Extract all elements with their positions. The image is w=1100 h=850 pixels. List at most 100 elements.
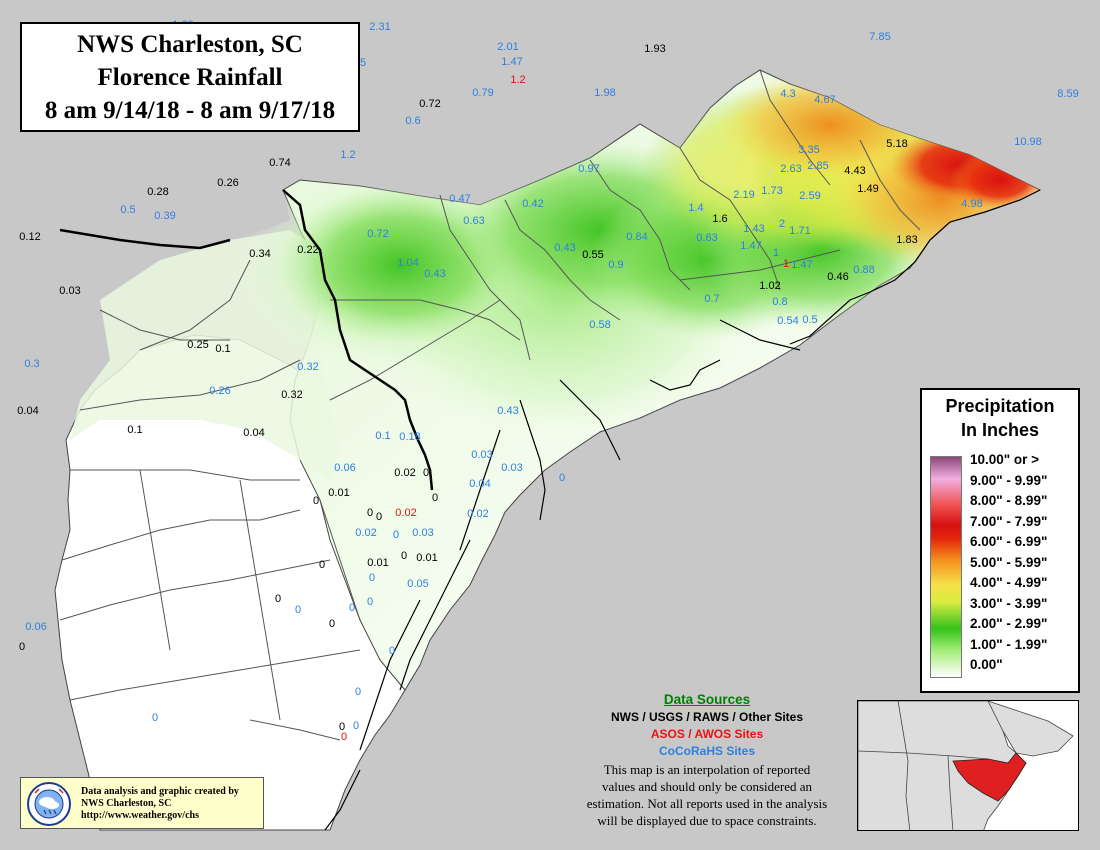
county-lines <box>59 69 921 741</box>
rainfall-value: 0 <box>341 731 347 743</box>
rainfall-value: 0.1 <box>127 424 142 436</box>
rainfall-value: 2.01 <box>497 41 518 53</box>
rainfall-value: 0.43 <box>554 242 575 254</box>
rainfall-value: 0.63 <box>696 232 717 244</box>
rainfall-value: 0.7 <box>704 293 719 305</box>
rainfall-value: 0 <box>559 472 565 484</box>
interpolation-disclaimer: This map is an interpolation of reported… <box>548 761 866 829</box>
rainfall-value: 0 <box>349 602 355 614</box>
legend-range-5: 5.00" - 5.99" <box>970 554 1048 570</box>
rainfall-value: 4.43 <box>844 165 865 177</box>
rainfall-value: 0.28 <box>147 186 168 198</box>
rainfall-value: 1.71 <box>789 225 810 237</box>
legend-range-1: 9.00" - 9.99" <box>970 472 1048 488</box>
rainfall-value: 0 <box>355 686 361 698</box>
disclaimer-line-1: This map is an interpolation of reported <box>603 762 811 777</box>
rainfall-value: 0.42 <box>522 198 543 210</box>
legend-range-7: 3.00" - 3.99" <box>970 595 1048 611</box>
disclaimer-line-2: values and should only be considered an <box>601 779 813 794</box>
rainfall-value: 0 <box>367 596 373 608</box>
rainfall-value: 3.35 <box>798 144 819 156</box>
rainfall-value: 0.02 <box>394 467 415 479</box>
state-lines <box>59 189 434 491</box>
rainfall-value: 0.58 <box>589 319 610 331</box>
rainfall-value: 0.79 <box>472 87 493 99</box>
rainfall-value: 0 <box>367 507 373 519</box>
rainfall-value: 0.39 <box>154 210 175 222</box>
rainfall-value: 0.26 <box>217 177 238 189</box>
rainfall-value: 0.43 <box>497 405 518 417</box>
legend-title-line-1: Precipitation <box>945 396 1055 416</box>
rainfall-value: 0 <box>275 593 281 605</box>
rainfall-value: 0.01 <box>328 487 349 499</box>
rainfall-value: 4.98 <box>961 198 982 210</box>
legend-title: Precipitation In Inches <box>922 394 1078 442</box>
legend-color-scale <box>930 456 962 678</box>
rainfall-value: 0.03 <box>412 527 433 539</box>
rainfall-value: 0.02 <box>467 508 488 520</box>
rainfall-value: 0 <box>376 511 382 523</box>
rainfall-value: 0.34 <box>249 248 270 260</box>
rainfall-value: 0.03 <box>59 285 80 297</box>
rainfall-value: 0.18 <box>399 431 420 443</box>
rainfall-value: 0.63 <box>463 215 484 227</box>
rainfall-value: 2 <box>779 218 785 230</box>
rainfall-value: 0 <box>389 645 395 657</box>
rainfall-value: 1 <box>773 247 779 259</box>
rainfall-value: 1.02 <box>759 280 780 292</box>
rainfall-value: 4.3 <box>780 88 795 100</box>
coastline <box>324 189 1041 831</box>
rainfall-value: 1.93 <box>644 43 665 55</box>
rainfall-value: 1.47 <box>740 240 761 252</box>
rainfall-value: 0 <box>19 641 25 653</box>
rainfall-value: 1.4 <box>688 202 703 214</box>
rainfall-value: 2.59 <box>799 190 820 202</box>
rainfall-value: 0.04 <box>469 478 490 490</box>
rainfall-value: 0.32 <box>297 361 318 373</box>
title-line-2: Florence Rainfall <box>97 64 283 91</box>
rainfall-value: 0 <box>353 720 359 732</box>
rainfall-value: 5.18 <box>886 138 907 150</box>
rainfall-value: 0 <box>393 529 399 541</box>
rainfall-value: 0.1 <box>375 430 390 442</box>
rainfall-value: 0.6 <box>405 115 420 127</box>
rainfall-value: 0.26 <box>209 385 230 397</box>
rainfall-value: 1 <box>783 258 789 270</box>
rainfall-value: 0 <box>329 618 335 630</box>
rainfall-value: 0.55 <box>582 249 603 261</box>
rainfall-value: 0 <box>295 604 301 616</box>
rainfall-value: 8.59 <box>1057 88 1078 100</box>
rainfall-value: 0.06 <box>334 462 355 474</box>
rainfall-value: 1.73 <box>761 185 782 197</box>
rainfall-value: 0.8 <box>772 296 787 308</box>
rainfall-value: 0 <box>432 492 438 504</box>
legend-range-9: 1.00" - 1.99" <box>970 636 1048 652</box>
rainfall-values-layer: 2.311.33652.011.471.21.937.858.590.791.9… <box>17 19 1078 743</box>
rainfall-value: 1.47 <box>501 56 522 68</box>
rainfall-value: 0.47 <box>449 193 470 205</box>
rainfall-value: 0.03 <box>471 449 492 461</box>
title-line-3: 8 am 9/14/18 - 8 am 9/17/18 <box>44 97 336 124</box>
rainfall-value: 0.04 <box>243 427 264 439</box>
rainfall-value: 1.83 <box>896 234 917 246</box>
credit-box: Data analysis and graphic created by NWS… <box>20 777 264 829</box>
rainfall-value: 0.72 <box>367 228 388 240</box>
data-sources-panel: Data Sources NWS / USGS / RAWS / Other S… <box>548 690 866 829</box>
rainfall-value: 1.43 <box>743 223 764 235</box>
rainfall-value: 0.05 <box>407 578 428 590</box>
legend-range-10: 0.00" <box>970 657 1003 672</box>
legend-range-0: 10.00" or > <box>970 452 1040 467</box>
rainfall-value: 0 <box>313 495 319 507</box>
legend-range-6: 4.00" - 4.99" <box>970 575 1048 590</box>
rainfall-value: 1.47 <box>791 259 812 271</box>
source-cocorahs-sites: CoCoRaHS Sites <box>658 744 756 758</box>
rainfall-value: 0.1 <box>215 343 230 355</box>
rainfall-value: 0.02 <box>395 507 416 519</box>
rainfall-value: 4.67 <box>814 94 835 106</box>
rainfall-value: 0.84 <box>626 231 647 243</box>
rainfall-value: 0.5 <box>802 314 817 326</box>
rainfall-value: 0 <box>152 712 158 724</box>
rainfall-value: 0.25 <box>187 339 208 351</box>
